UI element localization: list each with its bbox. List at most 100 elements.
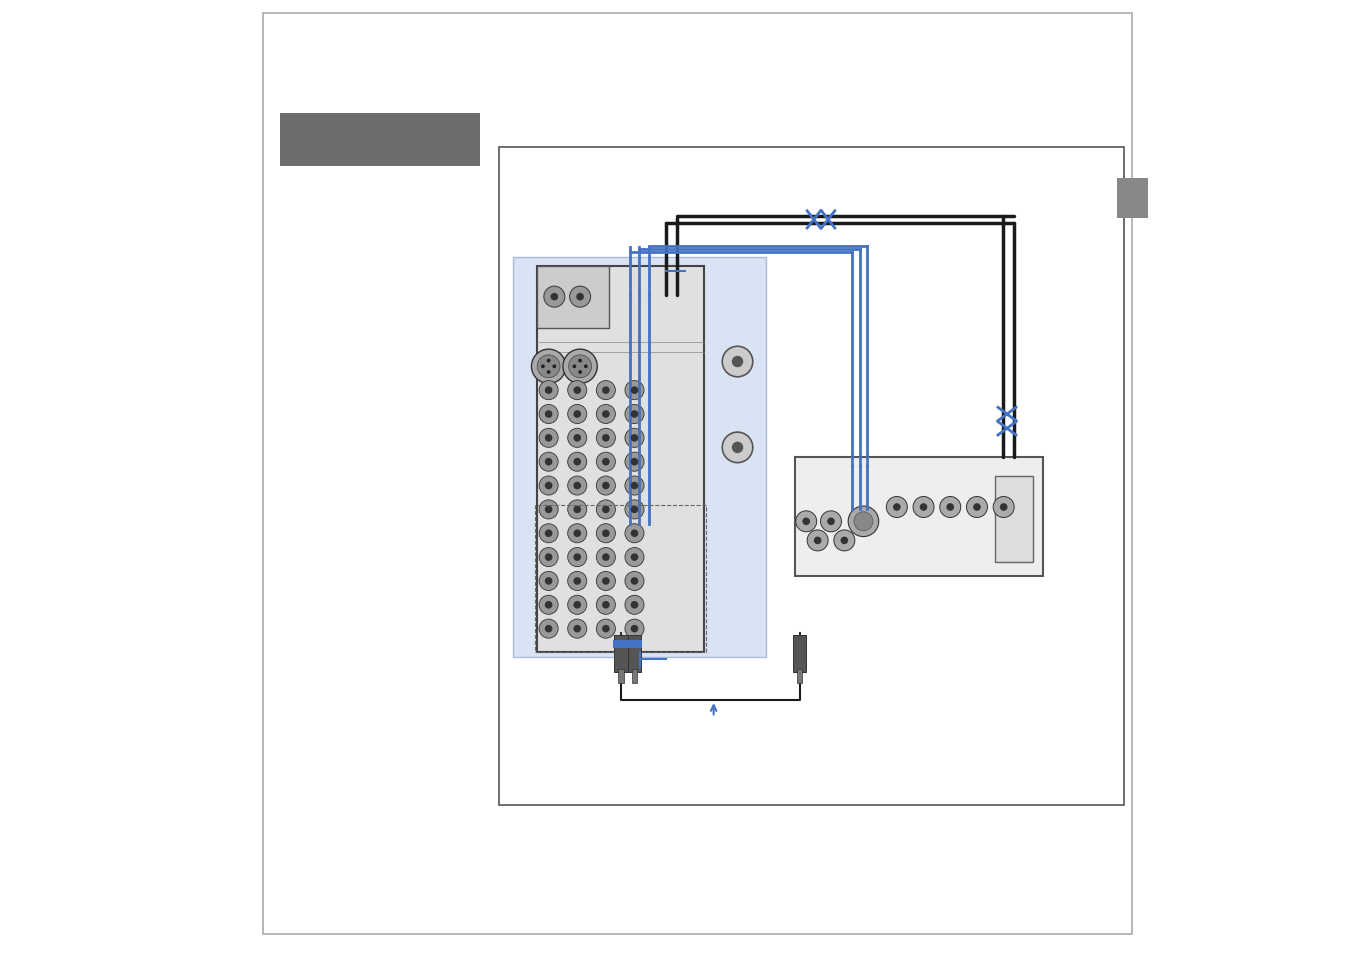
Circle shape xyxy=(848,507,878,537)
Circle shape xyxy=(596,524,616,543)
Bar xyxy=(797,669,802,683)
Circle shape xyxy=(626,548,644,567)
Circle shape xyxy=(947,504,954,511)
Circle shape xyxy=(596,619,616,639)
Circle shape xyxy=(544,458,553,466)
Circle shape xyxy=(544,435,553,442)
Circle shape xyxy=(596,500,616,519)
Circle shape xyxy=(539,405,558,424)
Circle shape xyxy=(567,476,586,496)
Circle shape xyxy=(631,482,638,490)
Circle shape xyxy=(993,497,1015,518)
Circle shape xyxy=(820,512,842,532)
Circle shape xyxy=(547,371,550,375)
Circle shape xyxy=(631,578,638,585)
Circle shape xyxy=(569,355,592,378)
Circle shape xyxy=(544,601,553,609)
Circle shape xyxy=(626,476,644,496)
Circle shape xyxy=(626,524,644,543)
Circle shape xyxy=(723,347,753,377)
Bar xyxy=(996,476,1034,562)
Circle shape xyxy=(544,530,553,537)
Circle shape xyxy=(573,387,581,395)
Circle shape xyxy=(626,429,644,448)
Bar xyxy=(794,457,1043,577)
Bar xyxy=(538,267,609,329)
Circle shape xyxy=(539,453,558,472)
Circle shape xyxy=(802,518,811,526)
Bar xyxy=(615,636,628,672)
Circle shape xyxy=(732,356,743,368)
Circle shape xyxy=(596,572,616,591)
Bar xyxy=(535,505,707,653)
Circle shape xyxy=(531,350,566,384)
Circle shape xyxy=(544,411,553,418)
Circle shape xyxy=(570,287,590,308)
Bar xyxy=(280,114,480,167)
Bar xyxy=(538,267,704,653)
Circle shape xyxy=(603,482,609,490)
Circle shape xyxy=(596,453,616,472)
Circle shape xyxy=(539,381,558,400)
Circle shape xyxy=(539,476,558,496)
Circle shape xyxy=(544,387,553,395)
Circle shape xyxy=(573,554,581,561)
Circle shape xyxy=(631,411,638,418)
Circle shape xyxy=(539,619,558,639)
Circle shape xyxy=(834,530,855,551)
Circle shape xyxy=(567,381,586,400)
Circle shape xyxy=(603,625,609,633)
Circle shape xyxy=(547,359,550,363)
Bar xyxy=(513,257,766,658)
Circle shape xyxy=(603,506,609,514)
Circle shape xyxy=(573,435,581,442)
Circle shape xyxy=(603,387,609,395)
Circle shape xyxy=(539,500,558,519)
Circle shape xyxy=(631,530,638,537)
Circle shape xyxy=(539,572,558,591)
Circle shape xyxy=(626,619,644,639)
Bar xyxy=(499,148,1124,805)
Circle shape xyxy=(920,504,927,511)
Circle shape xyxy=(539,524,558,543)
Circle shape xyxy=(567,619,586,639)
Circle shape xyxy=(544,554,553,561)
Circle shape xyxy=(573,601,581,609)
Circle shape xyxy=(603,578,609,585)
Circle shape xyxy=(573,506,581,514)
Circle shape xyxy=(603,411,609,418)
Bar xyxy=(1117,179,1148,219)
Circle shape xyxy=(603,435,609,442)
Circle shape xyxy=(539,548,558,567)
Circle shape xyxy=(573,578,581,585)
Circle shape xyxy=(573,530,581,537)
Circle shape xyxy=(723,433,753,463)
Circle shape xyxy=(1000,504,1008,511)
Circle shape xyxy=(893,504,901,511)
Circle shape xyxy=(573,482,581,490)
Circle shape xyxy=(584,365,588,369)
Circle shape xyxy=(596,596,616,615)
Circle shape xyxy=(913,497,934,518)
Circle shape xyxy=(973,504,981,511)
Circle shape xyxy=(603,554,609,561)
Circle shape xyxy=(631,387,638,395)
Circle shape xyxy=(626,572,644,591)
Circle shape xyxy=(626,500,644,519)
Circle shape xyxy=(631,435,638,442)
Circle shape xyxy=(553,365,557,369)
Circle shape xyxy=(573,365,577,369)
Circle shape xyxy=(840,537,848,545)
Circle shape xyxy=(544,506,553,514)
Circle shape xyxy=(813,537,821,545)
Circle shape xyxy=(732,442,743,454)
Bar xyxy=(613,640,628,648)
Circle shape xyxy=(626,596,644,615)
Circle shape xyxy=(631,625,638,633)
Circle shape xyxy=(567,524,586,543)
Circle shape xyxy=(796,512,817,532)
Circle shape xyxy=(539,429,558,448)
Circle shape xyxy=(886,497,908,518)
Circle shape xyxy=(540,365,544,369)
Circle shape xyxy=(577,294,584,301)
